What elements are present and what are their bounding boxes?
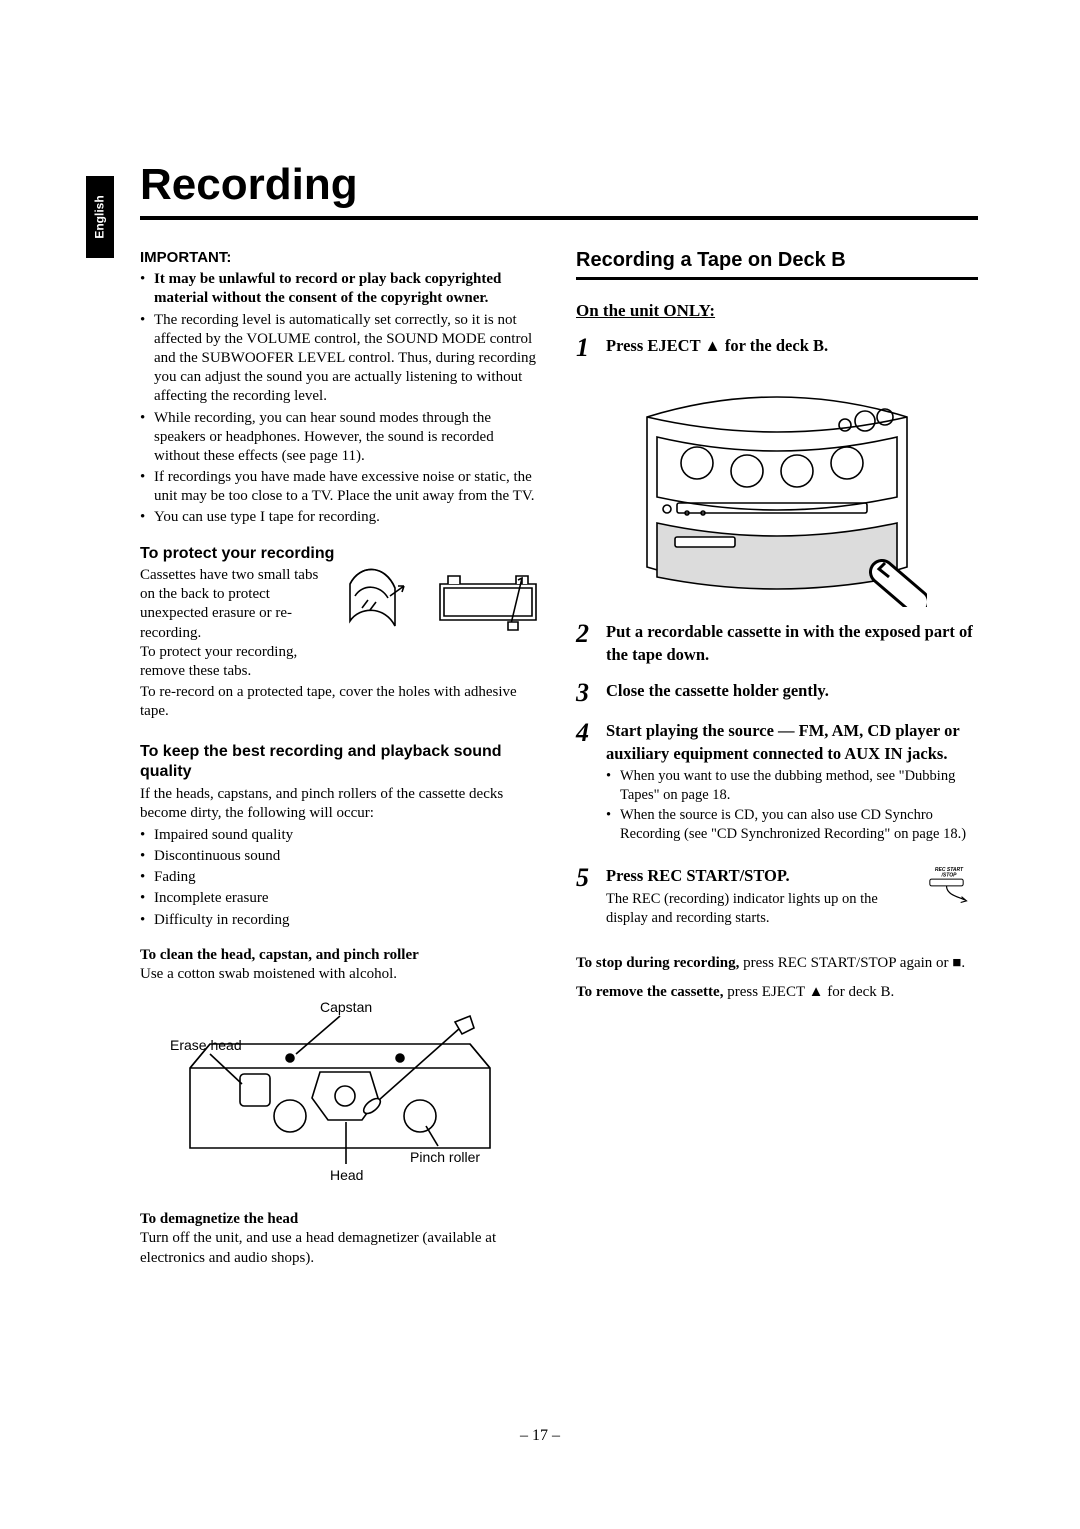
on-unit-only: On the unit ONLY: (576, 300, 978, 322)
pinch-roller-label: Pinch roller (410, 1149, 480, 1165)
step1-text: Press EJECT ▲ for the deck B. (606, 336, 828, 355)
page-title: Recording (140, 160, 980, 210)
step4-subitem: When the source is CD, you can also use … (606, 806, 978, 843)
language-label: English (93, 195, 107, 238)
step-number: 4 (576, 720, 596, 845)
stop-lead: To stop during recording, (576, 955, 739, 971)
important-list: It may be unlawful to record or play bac… (140, 270, 540, 527)
important-item: If recordings you have made have excessi… (140, 468, 540, 506)
cassette-tabs-diagram (340, 566, 540, 644)
step-3: 3 Close the cassette holder gently. (576, 680, 978, 706)
step-number: 5 (576, 865, 596, 927)
protect-p1: Cassettes have two small tabs on the bac… (140, 566, 330, 643)
erase-head-label: Erase head (170, 1037, 242, 1053)
quality-item: Fading (140, 868, 540, 887)
important-item: You can use type I tape for recording. (140, 508, 540, 527)
rec-start-stop-icon: REC START /STOP (920, 865, 978, 905)
step2-text: Put a recordable cassette in with the ex… (606, 622, 973, 663)
head-label: Head (330, 1167, 363, 1183)
important-item: The recording level is automatically set… (140, 311, 540, 407)
title-rule (140, 216, 978, 220)
step-1: 1 Press EJECT ▲ for the deck B. (576, 335, 978, 361)
protect-p2: To protect your recording, remove these … (140, 643, 330, 681)
quality-item: Incomplete erasure (140, 889, 540, 908)
demag-heading: To demagnetize the head (140, 1210, 540, 1229)
remove-lead: To remove the cassette, (576, 984, 723, 1000)
clean-text: Use a cotton swab moistened with alcohol… (140, 965, 540, 984)
step-2: 2 Put a recordable cassette in with the … (576, 621, 978, 666)
important-heading: IMPORTANT: (140, 248, 540, 267)
capstan-label: Capstan (320, 999, 372, 1015)
quality-intro: If the heads, capstans, and pinch roller… (140, 785, 540, 823)
step5-lead: Press REC START/STOP. (606, 866, 790, 885)
step-number: 1 (576, 335, 596, 361)
clean-heading: To clean the head, capstan, and pinch ro… (140, 946, 540, 965)
content-columns: IMPORTANT: It may be unlawful to record … (140, 248, 980, 1268)
important-item: While recording, you can hear sound mode… (140, 409, 540, 467)
step-4: 4 Start playing the source — FM, AM, CD … (576, 720, 978, 845)
language-tab: English (86, 176, 114, 258)
demag-text: Turn off the unit, and use a head demagn… (140, 1229, 540, 1267)
step4-lead: Start playing the source — FM, AM, CD pl… (606, 721, 959, 762)
head-diagram: Capstan Erase head Pinch roller Head (170, 998, 510, 1188)
step4-subitem: When you want to use the dubbing method,… (606, 767, 978, 804)
protect-heading: To protect your recording (140, 544, 540, 564)
protect-p3: To re-record on a protected tape, cover … (140, 683, 540, 721)
stop-note: To stop during recording, press REC STAR… (576, 954, 978, 973)
protect-text: Cassettes have two small tabs on the bac… (140, 566, 330, 681)
page-number: – 17 – (0, 1427, 1080, 1445)
quality-list: Impaired sound quality Discontinuous sou… (140, 826, 540, 930)
step4-sublist: When you want to use the dubbing method,… (606, 767, 978, 843)
quality-heading: To keep the best recording and playback … (140, 742, 540, 783)
protect-block: Cassettes have two small tabs on the bac… (140, 566, 540, 681)
step-5: 5 Press REC START/STOP. The REC (recordi… (576, 865, 978, 927)
step-number: 3 (576, 680, 596, 706)
left-column: IMPORTANT: It may be unlawful to record … (140, 248, 540, 1268)
remove-note: To remove the cassette, press EJECT ▲ fo… (576, 983, 978, 1002)
footer-notes: To stop during recording, press REC STAR… (576, 954, 978, 1002)
rec-label-bottom: /STOP (941, 873, 958, 879)
right-column: Recording a Tape on Deck B On the unit O… (576, 248, 978, 1268)
quality-item: Impaired sound quality (140, 826, 540, 845)
stop-rest: press REC START/STOP again or ■. (739, 955, 965, 971)
quality-item: Difficulty in recording (140, 911, 540, 930)
remove-rest: press EJECT ▲ for deck B. (723, 984, 894, 1000)
step-number: 2 (576, 621, 596, 666)
step3-text: Close the cassette holder gently. (606, 681, 829, 700)
section-title: Recording a Tape on Deck B (576, 248, 978, 274)
deck-b-illustration (627, 377, 927, 607)
section-rule (576, 277, 978, 280)
step5-desc: The REC (recording) indicator lights up … (606, 890, 910, 928)
important-item: It may be unlawful to record or play bac… (140, 270, 540, 308)
quality-item: Discontinuous sound (140, 847, 540, 866)
